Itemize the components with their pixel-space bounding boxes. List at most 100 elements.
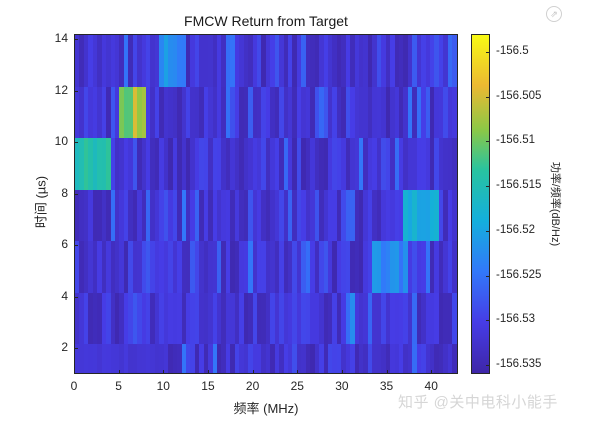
heatmap-cell: [288, 292, 293, 346]
heatmap-cell: [110, 189, 115, 243]
heatmap-cell: [390, 35, 395, 88]
heatmap-cell: [163, 189, 169, 243]
heatmap-cell: [212, 189, 217, 243]
heatmap-cell: [292, 344, 297, 373]
x-tick-label: 5: [115, 379, 122, 393]
heatmap-cell: [110, 292, 115, 346]
heatmap-cell: [168, 86, 173, 139]
heatmap-cell: [367, 35, 373, 88]
heatmap-cell: [141, 344, 146, 373]
heatmap-cell: [430, 241, 435, 294]
heatmap-cell: [261, 35, 266, 88]
heatmap-cell: [119, 35, 124, 88]
heatmap-cell: [425, 138, 430, 191]
y-tick-mark: [74, 348, 78, 350]
heatmap-cell: [425, 86, 430, 139]
heatmap-cell: [146, 292, 151, 346]
heatmap-cell: [225, 292, 231, 346]
heatmap-cell: [83, 189, 89, 243]
heatmap-cell: [359, 138, 364, 191]
heatmap-cell: [381, 344, 386, 373]
export-button[interactable]: ⇗: [546, 6, 562, 22]
heatmap-cell: [185, 189, 191, 243]
heatmap-cell: [92, 189, 98, 243]
heatmap-cell: [327, 344, 333, 373]
heatmap-cell: [106, 35, 111, 88]
heatmap-cell: [221, 292, 226, 346]
heatmap-cell: [332, 241, 337, 294]
heatmap-cell: [248, 138, 253, 191]
heatmap-cell: [305, 189, 311, 243]
heatmap-cell: [301, 344, 306, 373]
heatmap-cell: [225, 35, 231, 88]
heatmap-cell: [434, 344, 439, 373]
heatmap-cell: [239, 344, 244, 373]
y-tick-label: 6: [61, 237, 68, 252]
heatmap-cell: [146, 241, 151, 294]
heatmap-cell: [412, 35, 417, 88]
heatmap-cell: [310, 86, 315, 139]
heatmap-cell: [336, 189, 342, 243]
heatmap-cell: [106, 344, 111, 373]
heatmap-cell: [150, 86, 155, 139]
heatmap-cell: [199, 189, 204, 243]
heatmap-cell: [101, 86, 107, 139]
heatmap-cell: [301, 292, 306, 346]
heatmap-cell: [279, 86, 284, 139]
colorbar-label: 功率/频率(dB/Hz): [549, 161, 561, 247]
heatmap-cell: [447, 344, 453, 373]
heatmap-band: [75, 344, 457, 373]
heatmap-cell: [394, 86, 399, 139]
heatmap-cell: [83, 344, 89, 373]
heatmap-cell: [319, 241, 324, 294]
heatmap-cell: [212, 138, 217, 191]
heatmap-cell: [421, 292, 426, 346]
heatmap-cell: [398, 189, 404, 243]
heatmap-cell: [447, 292, 453, 346]
heatmap-cell: [234, 189, 240, 243]
heatmap-cell: [323, 241, 328, 294]
heatmap-cell: [323, 292, 328, 346]
heatmap-cell: [217, 35, 222, 88]
heatmap-cell: [261, 241, 266, 294]
heatmap-cell: [92, 292, 98, 346]
heatmap-cell: [270, 241, 275, 294]
heatmap-cell: [434, 292, 439, 346]
heatmap-cell: [443, 138, 448, 191]
heatmap-cell: [199, 35, 204, 88]
heatmap-cell: [75, 344, 80, 373]
heatmap-cell: [425, 292, 430, 346]
heatmap-cell: [434, 86, 439, 139]
y-tick-mark: [74, 245, 78, 247]
heatmap-cell: [177, 86, 182, 139]
heatmap-cell: [376, 292, 382, 346]
heatmap-cell: [172, 189, 178, 243]
heatmap-cell: [114, 86, 120, 139]
heatmap-cell: [336, 241, 342, 294]
heatmap-cell: [421, 86, 426, 139]
heatmap-cell: [97, 292, 102, 346]
heatmap-cell: [150, 189, 155, 243]
heatmap-cell: [296, 138, 302, 191]
heatmap-cell: [172, 241, 178, 294]
heatmap-cell: [447, 241, 453, 294]
heatmap-plot-area[interactable]: [74, 34, 458, 374]
heatmap-cell: [363, 292, 368, 346]
heatmap-cell: [194, 189, 200, 243]
heatmap-cell: [305, 86, 311, 139]
heatmap-cell: [430, 86, 435, 139]
heatmap-cell: [230, 241, 235, 294]
heatmap-cell: [234, 344, 240, 373]
heatmap-cell: [341, 241, 346, 294]
heatmap-cell: [128, 241, 133, 294]
heatmap-cell: [381, 241, 386, 294]
heatmap-cell: [83, 138, 89, 191]
heatmap-cell: [132, 292, 138, 346]
heatmap-cell: [101, 292, 107, 346]
heatmap-cell: [114, 292, 120, 346]
heatmap-cell: [248, 241, 253, 294]
heatmap-cell: [350, 241, 355, 294]
heatmap-cell: [412, 138, 417, 191]
heatmap-cell: [354, 344, 359, 373]
heatmap-cell: [363, 86, 368, 139]
